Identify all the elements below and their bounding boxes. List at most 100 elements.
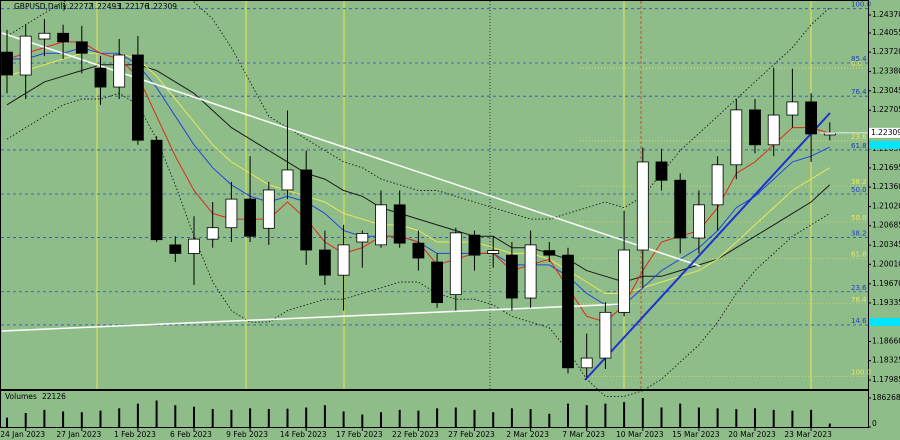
current-price-box (869, 127, 900, 138)
y-tick-label: 1.21695 (872, 163, 900, 172)
fibo-label: 100.0 (851, 368, 871, 376)
candle-body (730, 109, 743, 166)
candle-body (431, 261, 444, 304)
candle-body (749, 109, 761, 146)
y-tick-label: 1.19670 (872, 279, 900, 288)
indicator-line (6, 0, 831, 220)
x-tick-label: 7 Mar 2023 (562, 430, 605, 439)
fibo-label: 38.2 (851, 229, 867, 237)
candle-body (505, 254, 518, 299)
candle-body (786, 101, 799, 116)
candle-body (393, 204, 406, 244)
candle-body (543, 250, 556, 256)
x-tick-label: 27 Jan 2023 (56, 430, 101, 439)
candle-body (94, 67, 107, 88)
y-tick-label: 1.23045 (872, 86, 900, 95)
candle-body (375, 204, 387, 246)
ohlc-close: 1.22309 (146, 2, 177, 11)
price-panel-border (0, 0, 869, 390)
candle-body (244, 198, 257, 237)
candle-body (487, 250, 500, 254)
candle-body (225, 198, 238, 229)
fibo-label: 23.6 (851, 284, 867, 292)
candle-body (562, 254, 574, 369)
fibo-label: 50.0 (851, 214, 867, 222)
candle-body (318, 249, 331, 276)
candle-body (262, 189, 275, 229)
candle-body (711, 164, 724, 206)
x-tick-label: 15 Mar 2023 (672, 430, 720, 439)
y-tick-label: 1.21020 (872, 202, 900, 211)
candle-body (674, 179, 687, 239)
trend-line (1, 303, 626, 332)
candle-body (767, 114, 780, 146)
volume-last: 22126 (42, 392, 66, 401)
volume-label: Volumes (5, 392, 37, 401)
fibo-label: 100.0 (851, 1, 871, 9)
y-tick-label: 1.23720 (872, 47, 900, 56)
y-tick-label: 1.23380 (872, 67, 900, 76)
candle-body (337, 244, 350, 276)
y-tick-label: 1.22705 (872, 105, 900, 114)
volume-tick-label: 0 (872, 419, 877, 428)
candle-body (57, 32, 69, 43)
candle-body (75, 41, 88, 54)
candle-body (618, 249, 630, 313)
fibo-label: 61.8 (851, 251, 867, 259)
y-tick-label: 1.24055 (872, 28, 900, 37)
candle-body (693, 204, 705, 239)
fibo-label: 23.6 (851, 133, 867, 141)
candle-body (1, 51, 13, 76)
x-tick-label: 27 Feb 2023 (448, 430, 495, 439)
candle-body (412, 242, 425, 259)
ohlc-open: 1.22272 (62, 2, 93, 11)
x-tick-label: 22 Feb 2023 (392, 430, 439, 439)
y-tick-label: 1.17985 (872, 375, 900, 384)
fibo-label: 76.4 (851, 296, 867, 304)
y-tick-label: 1.18660 (872, 337, 900, 346)
candle-body (300, 169, 313, 251)
level-marker (869, 141, 900, 149)
chart-title: GBPUSD,Daily (14, 2, 67, 11)
fibo-label: 14.6 (851, 317, 867, 325)
fibo-label: 61.8 (851, 142, 867, 150)
x-tick-label: 14 Feb 2023 (280, 430, 327, 439)
candle-body (449, 232, 462, 296)
trend-line (584, 112, 831, 381)
y-tick-label: 1.21360 (872, 182, 900, 191)
candle-body (38, 32, 51, 40)
candle-body (188, 238, 200, 254)
candle-body (131, 54, 144, 141)
y-tick-label: 1.20345 (872, 240, 900, 249)
fibo-label: 76.4 (851, 88, 867, 96)
level-marker (869, 318, 900, 326)
candle-body (805, 101, 817, 135)
x-tick-label: 6 Feb 2023 (170, 430, 212, 439)
fibo-label: 0.0 (851, 60, 862, 68)
y-tick-label: 1.24370 (872, 10, 900, 19)
x-tick-label: 10 Mar 2023 (616, 430, 664, 439)
volume-panel-border (0, 390, 869, 428)
x-tick-label: 9 Feb 2023 (226, 430, 268, 439)
candle-body (169, 244, 182, 254)
candle-body (19, 35, 32, 76)
x-tick-label: 17 Feb 2023 (336, 430, 383, 439)
x-tick-label: 23 Mar 2023 (784, 430, 832, 439)
fibo-label: 50.0 (851, 186, 867, 194)
y-tick-label: 1.19335 (872, 298, 900, 307)
candle-body (524, 244, 537, 299)
y-tick-label: 1.18325 (872, 356, 900, 365)
candle-body (580, 357, 593, 369)
indicator-line (6, 92, 831, 397)
fibo-label: 38.2 (851, 178, 867, 186)
x-tick-label: 20 Mar 2023 (728, 430, 776, 439)
indicator-line (6, 64, 831, 283)
y-tick-label: 1.20685 (872, 221, 900, 230)
candle-body (468, 234, 481, 256)
candle-body (281, 169, 294, 191)
fibo-label: 85.4 (851, 55, 867, 63)
current-price-label: 1.22309 (871, 128, 900, 137)
candle-body (150, 139, 163, 241)
